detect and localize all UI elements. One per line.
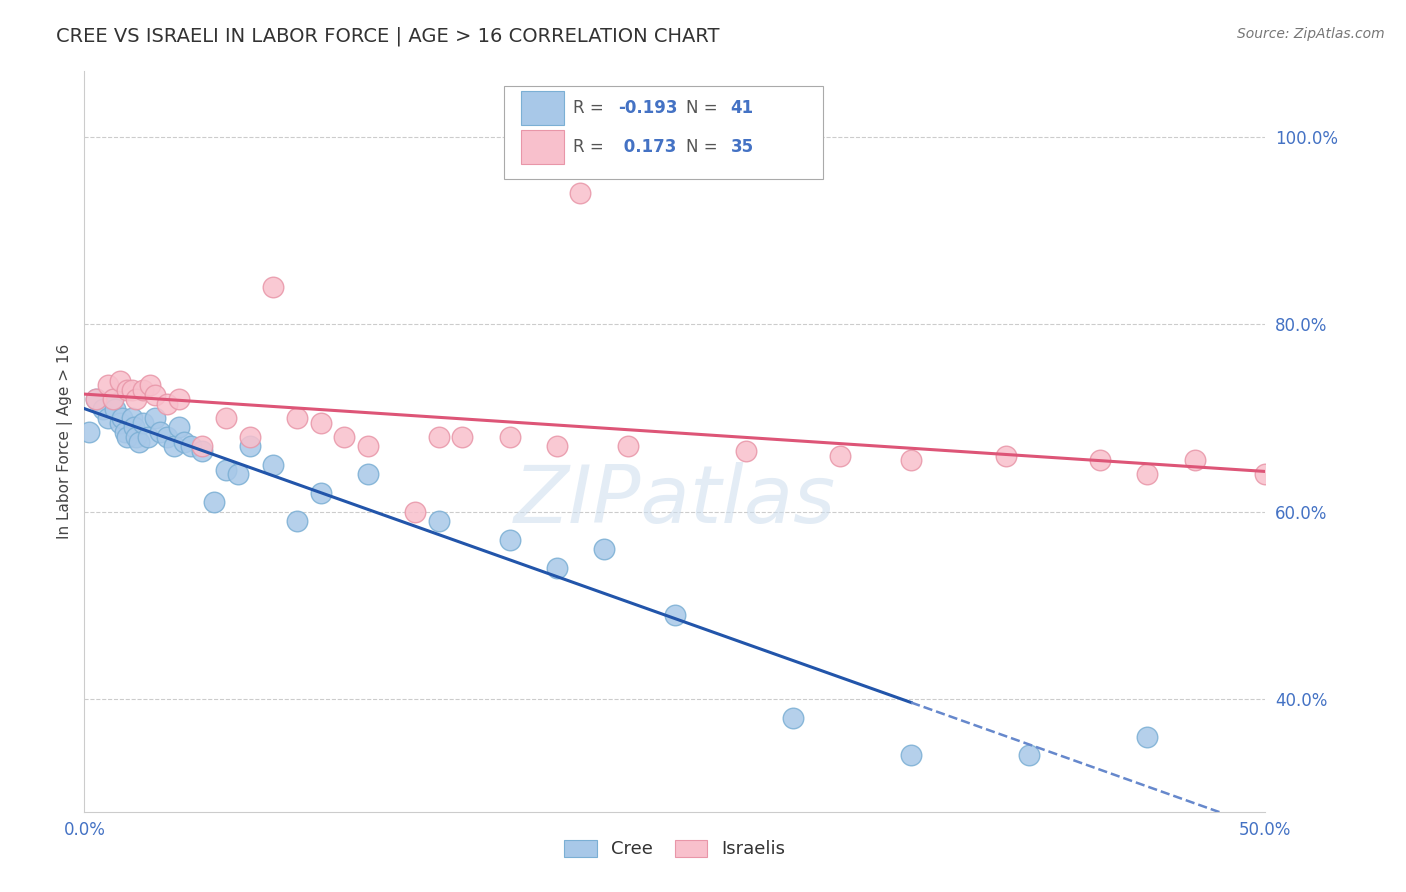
Point [125,392,148,407]
Point [91,401,114,416]
Text: ZIPatlas: ZIPatlas [513,462,837,540]
Point [404,505,426,519]
Point [77,425,100,439]
Point [97,378,120,392]
Text: N =: N = [686,99,723,118]
FancyBboxPatch shape [522,91,564,126]
Point [128,434,150,449]
Point [122,420,145,434]
Point [239,430,262,444]
Point [900,453,922,467]
Point [121,383,143,397]
Point [111,411,134,425]
Point [357,439,380,453]
Point [143,411,166,425]
Point [451,430,474,444]
Text: 35: 35 [730,137,754,156]
Point [1136,730,1159,744]
Point [546,439,568,453]
Point [285,411,308,425]
Point [1254,467,1277,482]
Point [101,392,124,407]
Point [132,416,155,430]
Text: R =: R = [574,137,609,156]
Point [309,486,332,500]
Point [191,439,214,453]
Point [149,425,172,439]
Point [498,430,520,444]
Point [427,430,450,444]
Point [357,467,380,482]
Point [333,430,356,444]
Point [143,387,166,401]
Point [1184,453,1206,467]
Point [226,467,249,482]
Text: Source: ZipAtlas.com: Source: ZipAtlas.com [1237,27,1385,41]
Point [1088,453,1111,467]
Point [101,392,124,407]
Legend: Cree, Israelis: Cree, Israelis [557,832,793,865]
Point [900,748,922,763]
Text: N =: N = [686,137,723,156]
Point [173,434,195,449]
FancyBboxPatch shape [522,129,564,164]
Point [84,392,107,407]
Point [215,463,238,477]
Point [1136,467,1159,482]
FancyBboxPatch shape [503,87,823,178]
Point [114,425,136,439]
Y-axis label: In Labor Force | Age > 16: In Labor Force | Age > 16 [58,344,73,539]
Point [830,449,852,463]
Point [498,533,520,547]
Point [191,444,214,458]
Point [132,383,155,397]
Point [664,607,686,622]
Point [139,378,162,392]
Point [994,449,1017,463]
Point [262,280,284,294]
Point [121,411,143,425]
Point [239,439,262,453]
Point [309,416,332,430]
Point [136,430,159,444]
Point [593,542,616,557]
Point [156,397,179,411]
Text: 0.173: 0.173 [619,137,676,156]
Point [115,430,138,444]
Point [285,514,308,528]
Point [163,439,186,453]
Point [427,514,450,528]
Point [782,711,804,725]
Point [215,411,238,425]
Text: CREE VS ISRAELI IN LABOR FORCE | AGE > 16 CORRELATION CHART: CREE VS ISRAELI IN LABOR FORCE | AGE > 1… [56,27,720,46]
Text: 41: 41 [730,99,754,118]
Point [180,439,202,453]
Point [115,383,138,397]
Point [156,430,179,444]
Point [546,561,568,575]
Point [262,458,284,472]
Point [616,439,638,453]
Point [97,411,120,425]
Point [1018,748,1040,763]
Point [734,444,756,458]
Point [125,430,148,444]
Point [202,495,225,509]
Point [108,374,131,388]
Point [167,420,190,434]
Point [108,416,131,430]
Point [167,392,190,407]
Point [84,392,107,407]
Text: R =: R = [574,99,609,118]
Point [104,401,127,416]
Text: -0.193: -0.193 [619,99,678,118]
Point [569,186,592,201]
